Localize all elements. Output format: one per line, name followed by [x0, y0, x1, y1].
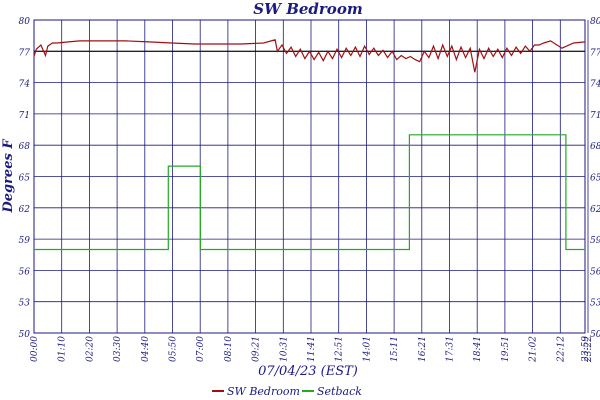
- y-axis-label: Degrees F: [1, 139, 16, 214]
- x-tick-label: 02:20: [85, 336, 95, 362]
- x-tick-label: 14:01: [362, 336, 372, 362]
- x-tick-label: 00:00: [30, 336, 40, 362]
- x-tick-label: 23:22: [584, 336, 594, 363]
- x-tick-label: 10:31: [279, 336, 289, 362]
- y-tick-label-left: 56: [19, 267, 31, 277]
- x-axis-label: 07/04/23 (EST): [258, 364, 358, 379]
- x-tick-label: 08:10: [224, 336, 234, 362]
- legend-label-setback: Setback: [317, 385, 362, 398]
- chart-title: SW Bedroom: [253, 0, 362, 18]
- x-tick-label: 15:11: [390, 336, 400, 362]
- x-tick-label: 01:10: [58, 336, 68, 362]
- y-tick-label-right: 65: [590, 174, 600, 184]
- x-tick-label: 05:50: [169, 336, 179, 362]
- y-tick-label-right: 77: [590, 48, 600, 58]
- x-tick-label: 22:12: [556, 336, 566, 363]
- x-tick-label: 19:51: [501, 336, 511, 362]
- x-tick-label: 07:00: [196, 336, 206, 362]
- x-tick-label: 03:30: [113, 336, 123, 362]
- y-tick-label-left: 77: [19, 48, 31, 58]
- y-tick-label-left: 80: [19, 17, 31, 27]
- series-line-sw-bedroom: [33, 39, 586, 73]
- y-tick-label-right: 53: [590, 299, 600, 309]
- y-tick-label-left: 71: [19, 111, 30, 121]
- y-tick-label-left: 65: [19, 174, 31, 184]
- x-tick-label: 11:41: [307, 336, 317, 362]
- y-tick-label-left: 62: [19, 205, 31, 215]
- x-tick-label: 09:21: [252, 336, 262, 362]
- series-line-setback: [34, 134, 585, 251]
- x-tick-label: 17:31: [446, 336, 456, 362]
- y-tick-label-left: 68: [19, 142, 31, 152]
- x-tick-label: 12:51: [335, 336, 345, 362]
- y-tick-label-left: 74: [19, 80, 31, 90]
- y-tick-label-right: 68: [590, 142, 600, 152]
- y-tick-label-left: 50: [19, 330, 31, 340]
- y-tick-label-right: 80: [590, 17, 600, 27]
- y-tick-label-right: 50: [590, 330, 600, 340]
- y-tick-label-right: 62: [590, 205, 600, 215]
- legend: SW Bedroom Setback: [212, 385, 362, 398]
- y-tick-label-left: 59: [19, 236, 31, 246]
- y-tick-label-right: 56: [590, 267, 600, 277]
- x-tick-label: 21:02: [529, 336, 539, 363]
- x-tick-label: 04:40: [141, 336, 151, 362]
- y-tick-label-right: 74: [590, 80, 600, 90]
- x-tick-label: 18:41: [473, 336, 483, 362]
- grid-layer: [33, 19, 589, 334]
- axis-layer: 50 50 53 53 56 56 59 59 62 62 65 65 68 68 71 71 74 74 77 77…: [19, 17, 600, 363]
- series-layer: [33, 39, 586, 251]
- legend-label-sw-bedroom: SW Bedroom: [227, 385, 300, 398]
- y-tick-label-right: 59: [590, 236, 600, 246]
- x-tick-label: 16:21: [418, 336, 428, 362]
- y-tick-label-right: 71: [590, 111, 600, 121]
- y-tick-label-left: 53: [19, 299, 31, 309]
- x-tick-label: 23:59: [581, 336, 591, 363]
